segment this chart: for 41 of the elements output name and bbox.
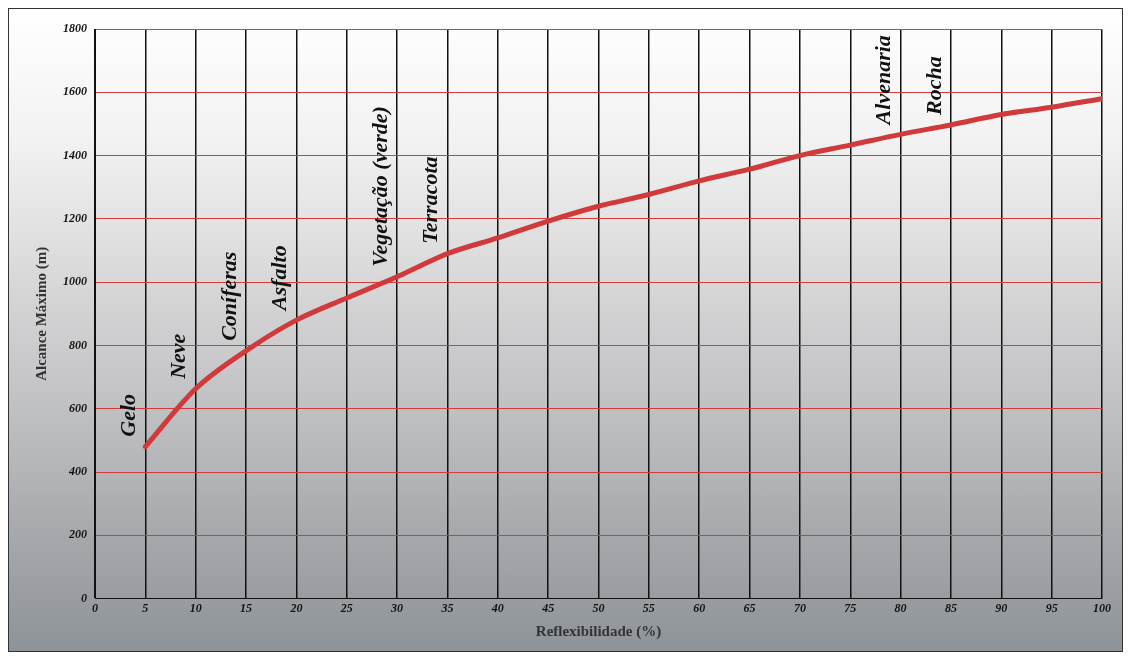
x-tick-label: 85: [944, 600, 957, 615]
annotation: Terracota: [417, 156, 443, 244]
x-tick-label: 100: [1093, 600, 1111, 615]
x-tick-label: 30: [390, 600, 404, 615]
y-tick-label: 200: [68, 527, 87, 542]
y-tick-label: 1800: [63, 21, 87, 36]
x-tick-label: 15: [240, 600, 253, 615]
x-tick-label: 60: [693, 600, 706, 615]
annotation: Alvenaria: [870, 35, 896, 127]
x-axis-title: Reflexibilidade (%): [535, 622, 662, 640]
annotation: Neve: [165, 333, 191, 380]
annotation: Asfalto: [266, 245, 292, 313]
x-tick-label: 35: [440, 600, 454, 615]
y-tick-label: 1200: [63, 210, 87, 225]
y-axis-title: Alcance Máximo (m): [32, 246, 50, 381]
x-tick-label: 75: [844, 600, 857, 615]
x-tick-label: 20: [289, 600, 303, 615]
annotation: Gelo: [115, 393, 141, 437]
annotation: Vegetação (verde): [366, 106, 392, 267]
x-tick-label: 5: [142, 600, 149, 615]
y-tick-label: 0: [81, 590, 87, 605]
x-tick-label: 0: [92, 600, 98, 615]
x-tick-label: 65: [743, 600, 756, 615]
y-tick-label: 600: [69, 400, 87, 415]
x-tick-label: 80: [894, 600, 907, 615]
x-tick-label: 45: [541, 600, 555, 615]
x-tick-label: 50: [592, 600, 605, 615]
x-tick-label: 70: [793, 600, 806, 615]
y-tick-label: 1400: [63, 147, 87, 162]
y-tick-label: 800: [69, 337, 87, 352]
y-tick-label: 1000: [63, 274, 87, 289]
annotation: Rocha: [920, 56, 946, 116]
x-tick-label: 55: [642, 600, 655, 615]
x-tick-label: 25: [339, 600, 353, 615]
x-tick-label: 90: [995, 600, 1008, 615]
y-tick-label: 400: [68, 464, 87, 479]
x-tick-label: 10: [189, 600, 202, 615]
y-tick-label: 1600: [63, 84, 87, 99]
annotation: Coníferas: [215, 251, 241, 341]
x-tick-label: 40: [490, 600, 504, 615]
x-tick-label: 95: [1045, 600, 1058, 615]
